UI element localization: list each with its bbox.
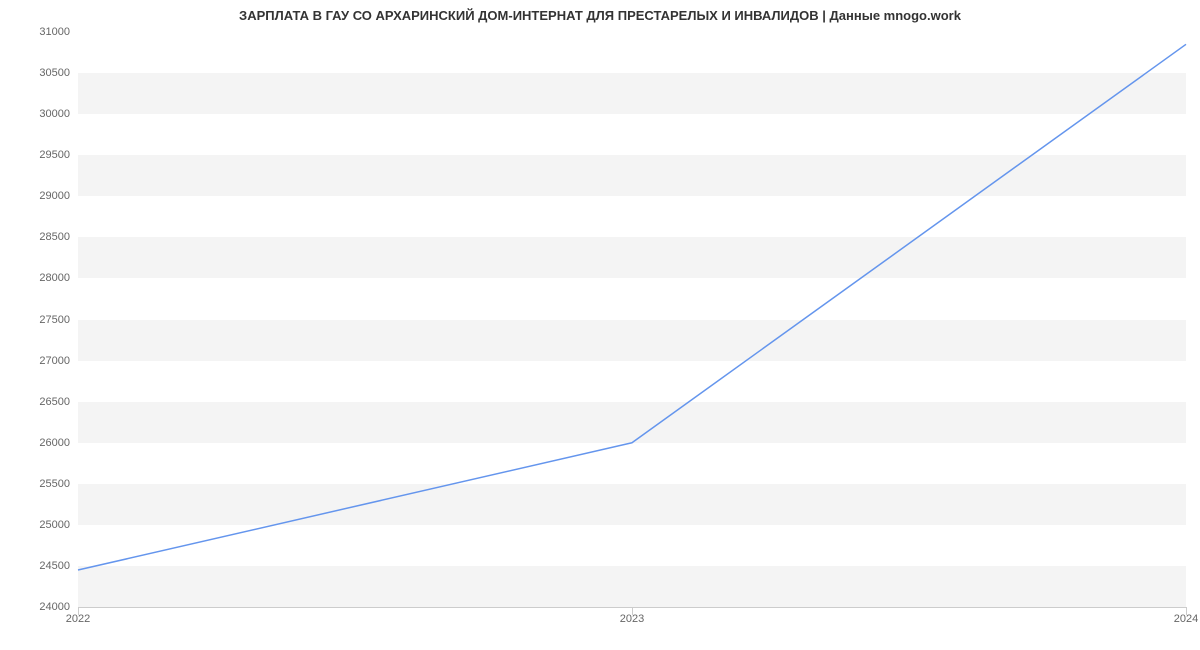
y-tick-label: 31000: [39, 26, 70, 38]
line-layer: [78, 32, 1186, 607]
salary-chart: ЗАРПЛАТА В ГАУ СО АРХАРИНСКИЙ ДОМ-ИНТЕРН…: [0, 0, 1200, 650]
x-tick-label: 2022: [66, 613, 90, 625]
y-tick-label: 25500: [39, 478, 70, 490]
y-tick-label: 29000: [39, 190, 70, 202]
y-tick-label: 26000: [39, 437, 70, 449]
y-tick-label: 30500: [39, 67, 70, 79]
y-tick-label: 26500: [39, 396, 70, 408]
y-tick-label: 25000: [39, 519, 70, 531]
y-tick-label: 28500: [39, 231, 70, 243]
x-tick-label: 2023: [620, 613, 644, 625]
y-tick-label: 27500: [39, 314, 70, 326]
x-tick-label: 2024: [1174, 613, 1198, 625]
y-tick-label: 30000: [39, 108, 70, 120]
y-tick-label: 27000: [39, 355, 70, 367]
chart-title: ЗАРПЛАТА В ГАУ СО АРХАРИНСКИЙ ДОМ-ИНТЕРН…: [0, 8, 1200, 23]
plot-area: 2400024500250002550026000265002700027500…: [78, 32, 1186, 607]
y-tick-label: 24500: [39, 560, 70, 572]
salary-line: [78, 44, 1186, 570]
y-tick-label: 28000: [39, 272, 70, 284]
y-tick-label: 29500: [39, 149, 70, 161]
y-tick-label: 24000: [39, 601, 70, 613]
